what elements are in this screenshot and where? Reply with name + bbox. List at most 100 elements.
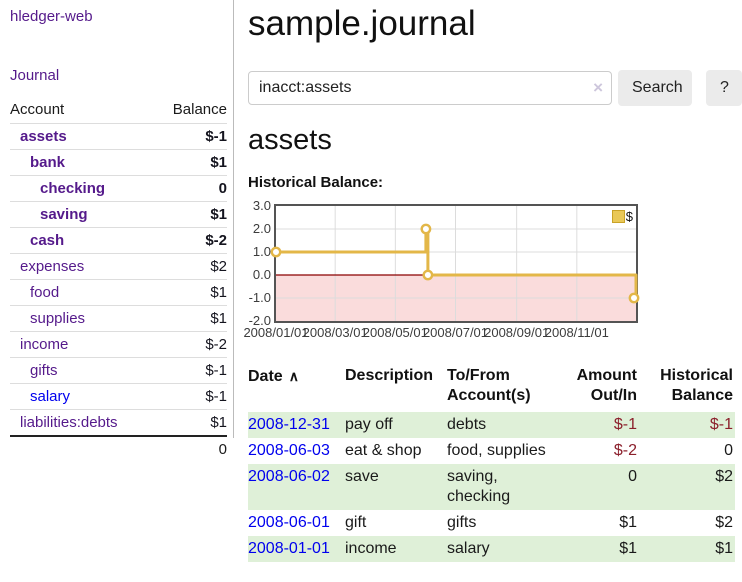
account-name-cell: checking xyxy=(10,175,155,202)
register-row: 2008-06-02 save saving, checking 0 $2 xyxy=(248,464,735,510)
chart-x-labels: 2008/01/01 2008/03/01 2008/05/01 2008/07/01… xyxy=(243,325,640,341)
accounts-header-account: Account xyxy=(10,101,65,118)
account-balance: $1 xyxy=(154,409,227,436)
account-name-cell: expenses xyxy=(10,253,155,280)
register-description: eat & shop xyxy=(345,442,422,459)
accounts-table: Account Balance assets $-1 bank $1 checking 0… xyxy=(10,97,227,462)
register-accounts: salary xyxy=(447,536,559,562)
chart-y-labels: 3.0 2.0 1.0 0.0 -1.0 -2.0 xyxy=(248,198,271,328)
account-balance: $1 xyxy=(154,149,227,176)
account-balance: $-2 xyxy=(154,227,227,254)
x-tick-label: 2008/07/01 xyxy=(422,325,489,340)
register-table-body: 2008-12-31 pay off debts $-1 $-1 2008-06-03 ea… xyxy=(248,412,735,562)
register-row: 2008-06-03 eat & shop food, supplies $-2 0 xyxy=(248,438,735,464)
register-balance: $1 xyxy=(639,536,735,562)
account-link-saving[interactable]: saving xyxy=(40,206,88,223)
search-bar: × Search ? xyxy=(248,70,742,106)
account-balance: 0 xyxy=(154,175,227,202)
help-button[interactable]: ? xyxy=(705,70,742,106)
account-link-food[interactable]: food xyxy=(30,284,60,301)
register-description: save xyxy=(345,464,447,510)
account-link-bank[interactable]: bank xyxy=(30,154,66,171)
account-row: gifts $-1 xyxy=(10,357,227,384)
account-row: liabilities:debts $1 xyxy=(10,409,227,436)
register-header-amount: Amount Out/In xyxy=(576,367,637,404)
chart-plot-svg xyxy=(270,206,640,321)
register-row: 2008-06-01 gift gifts $1 $2 xyxy=(248,510,735,536)
register-row: 2008-01-01 income salary $1 $1 xyxy=(248,536,735,562)
register-date-link[interactable]: 2008-06-03 xyxy=(248,442,330,459)
search-button[interactable]: Search xyxy=(618,70,692,106)
register-amount: $-1 xyxy=(559,412,639,438)
register-table: Date ∧ Description To/From Account(s) Amo… xyxy=(248,364,735,562)
register-row: 2008-12-31 pay off debts $-1 $-1 xyxy=(248,412,735,438)
account-name-cell: income xyxy=(10,331,155,358)
account-row: assets $-1 xyxy=(10,123,227,150)
y-tick-label: -1.0 xyxy=(248,290,271,305)
register-description: gift xyxy=(345,514,367,531)
register-accounts: gifts xyxy=(447,514,477,531)
page-title: sample.journal xyxy=(248,4,476,43)
account-row: checking 0 xyxy=(10,175,227,202)
account-link-supplies[interactable]: supplies xyxy=(30,310,86,327)
x-tick-label: 2008/11/01 xyxy=(544,325,609,340)
register-date-link[interactable]: 2008-06-02 xyxy=(248,468,330,485)
account-name-cell: saving xyxy=(10,201,155,228)
register-date-link[interactable]: 2008-12-31 xyxy=(248,416,330,433)
account-balance: $-1 xyxy=(154,123,227,150)
y-tick-label: 2.0 xyxy=(252,221,271,236)
account-row: income $-2 xyxy=(10,331,227,358)
main-content: sample.journal × Search ? assets Histori… xyxy=(234,0,742,562)
chart-title: Historical Balance: xyxy=(248,174,384,191)
register-description: pay off xyxy=(345,412,447,438)
search-input[interactable] xyxy=(248,71,612,105)
account-name-cell: liabilities:debts xyxy=(10,409,155,436)
account-name-cell: cash xyxy=(10,227,155,254)
accounts-header-row: Account Balance xyxy=(10,97,227,124)
account-link-cash[interactable]: cash xyxy=(30,232,65,249)
account-link-salary[interactable]: salary xyxy=(30,388,71,405)
register-date-cell: 2008-06-01 xyxy=(248,510,345,536)
search-box: × xyxy=(248,71,612,105)
register-header-date[interactable]: Date ∧ xyxy=(248,364,345,412)
historical-balance-chart: 3.0 2.0 1.0 0.0 -1.0 -2.0 $ 2008/01/01 2008/03… xyxy=(243,198,742,342)
register-header-description: Description xyxy=(345,367,434,384)
y-tick-label: 3.0 xyxy=(252,198,271,213)
register-description: income xyxy=(345,536,447,562)
register-date-link[interactable]: 2008-06-01 xyxy=(248,514,330,531)
account-balance: $1 xyxy=(154,201,227,228)
x-tick-label: 2008/03/01 xyxy=(302,325,368,340)
account-title: assets xyxy=(248,124,332,156)
account-name-cell: assets xyxy=(10,123,155,150)
register-amount: $1 xyxy=(619,514,637,531)
app-title-link[interactable]: hledger-web xyxy=(10,8,93,25)
account-link-gifts[interactable]: gifts xyxy=(30,362,58,379)
account-row: bank $1 xyxy=(10,149,227,176)
register-accounts: debts xyxy=(447,412,559,438)
register-date-cell: 2008-12-31 xyxy=(248,412,345,438)
register-balance: 0 xyxy=(724,442,733,459)
account-name-cell: supplies xyxy=(10,305,155,332)
account-row: salary $-1 xyxy=(10,383,227,410)
register-balance: $-1 xyxy=(639,412,735,438)
search-clear-icon[interactable]: × xyxy=(593,78,603,97)
register-amount: $1 xyxy=(559,536,639,562)
accounts-total-balance: 0 xyxy=(154,435,227,462)
sidebar-item-journal[interactable]: Journal xyxy=(10,67,60,84)
account-link-checking[interactable]: checking xyxy=(40,180,106,197)
y-tick-label: 0.0 xyxy=(252,267,271,282)
register-balance: $2 xyxy=(715,514,733,531)
account-balance: $-2 xyxy=(154,331,227,358)
accounts-total-spacer xyxy=(10,435,155,462)
account-balance: $1 xyxy=(154,305,227,332)
account-link-liabilities-debts[interactable]: liabilities:debts xyxy=(20,414,118,431)
chart-legend: $ xyxy=(611,209,633,224)
account-link-assets[interactable]: assets xyxy=(20,128,67,145)
register-date-cell: 2008-06-02 xyxy=(248,464,345,510)
accounts-table-body: assets $-1 bank $1 checking 0 saving $1 cash $-2 e… xyxy=(10,123,227,436)
register-date-link[interactable]: 2008-01-01 xyxy=(248,540,330,557)
account-link-income[interactable]: income xyxy=(20,336,69,353)
account-link-expenses[interactable]: expenses xyxy=(20,258,85,275)
accounts-total-row: 0 xyxy=(10,435,227,462)
register-accounts: saving, checking xyxy=(447,464,559,510)
